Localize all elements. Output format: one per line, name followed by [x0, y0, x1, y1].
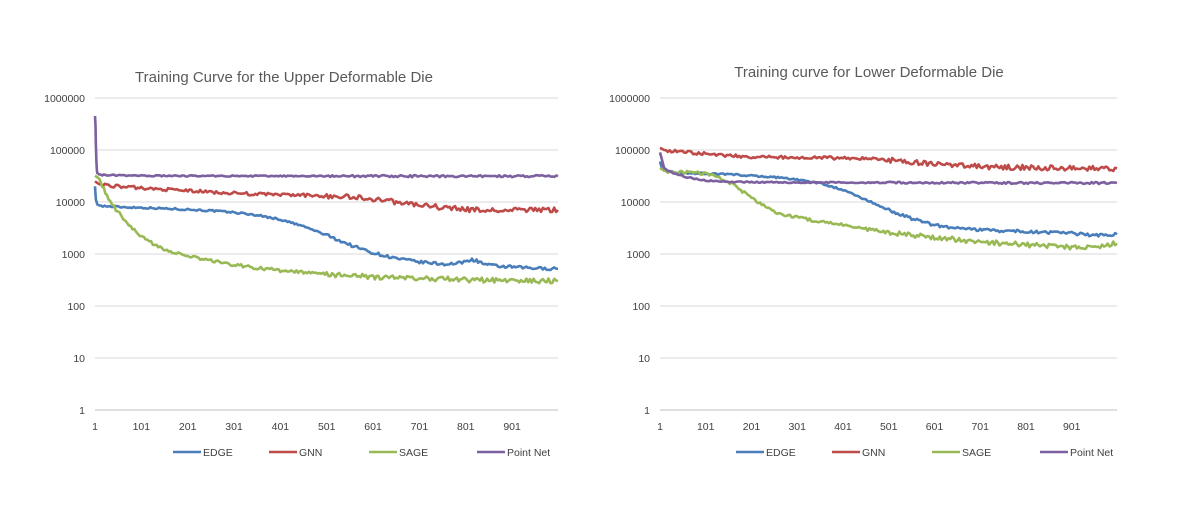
chart2-y-tick-10000: 10000 — [621, 197, 650, 209]
chart1-legend-label-sage: SAGE — [399, 447, 428, 459]
chart1-x-tick-901: 901 — [503, 421, 521, 433]
chart1-x-tick-401: 401 — [272, 421, 290, 433]
chart1-x-tick-301: 301 — [225, 421, 243, 433]
chart2-x-tick-501: 501 — [880, 421, 898, 433]
chart2-x-tick-201: 201 — [743, 421, 761, 433]
chart2-title: Training curve for Lower Deformable Die — [734, 64, 1004, 81]
chart2-legend-label-gnn: GNN — [862, 447, 885, 459]
chart2-legend-label-edge: EDGE — [766, 447, 796, 459]
chart1-x-tick-201: 201 — [179, 421, 197, 433]
chart1-title: Training Curve for the Upper Deformable … — [135, 69, 433, 86]
chart2-series-point-net — [658, 152, 1118, 186]
chart1-y-tick-1000: 1000 — [62, 249, 86, 261]
chart1-y-tick-10: 10 — [73, 353, 85, 365]
chart2-series-sage — [659, 166, 1118, 251]
chart2-y-tick-1000: 1000 — [627, 249, 651, 261]
chart1-legend-label-point-net: Point Net — [507, 447, 550, 459]
chart2-x-tick-101: 101 — [697, 421, 715, 433]
chart1-y-tick-100: 100 — [67, 301, 85, 313]
chart1-x-tick-601: 601 — [364, 421, 382, 433]
chart2-x-tick-301: 301 — [788, 421, 806, 433]
chart-lower-die: Training curve for Lower Deformable Die 1… — [591, 0, 1182, 513]
chart2-x-tick-401: 401 — [834, 421, 852, 433]
chart2-x-tick-601: 601 — [926, 421, 944, 433]
chart-upper-die: Training Curve for the Upper Deformable … — [44, 69, 559, 459]
chart1-x-tick-1: 1 — [92, 421, 98, 433]
chart2-legend-label-sage: SAGE — [962, 447, 991, 459]
chart1-legend-label-gnn: GNN — [299, 447, 322, 459]
chart1-x-tick-801: 801 — [457, 421, 475, 433]
chart1-series-edge — [93, 186, 559, 272]
chart1-x-tick-701: 701 — [411, 421, 429, 433]
chart2-x-tick-801: 801 — [1017, 421, 1035, 433]
chart1-y-tick-1: 1 — [79, 405, 85, 417]
chart1-series-gnn — [94, 180, 559, 214]
chart2-y-tick-10: 10 — [638, 353, 650, 365]
chart1-y-tick-10000: 10000 — [56, 197, 85, 209]
chart1-series-point-net — [93, 115, 559, 179]
chart2-legend-label-point-net: Point Net — [1070, 447, 1113, 459]
chart2-y-tick-100000: 100000 — [615, 145, 650, 157]
chart1-x-tick-501: 501 — [318, 421, 336, 433]
chart1-x-tick-101: 101 — [133, 421, 151, 433]
chart2-x-tick-701: 701 — [971, 421, 989, 433]
chart2-series-edge — [658, 161, 1118, 238]
chart2-y-tick-100: 100 — [632, 301, 650, 313]
chart2-x-tick-901: 901 — [1063, 421, 1081, 433]
chart2-series-gnn — [659, 146, 1118, 173]
chart2-x-tick-1: 1 — [657, 421, 663, 433]
chart1-legend-label-edge: EDGE — [203, 447, 233, 459]
chart2-y-tick-1000000: 1000000 — [609, 93, 650, 105]
chart-upper-die-svg: Training Curve for the Upper Deformable … — [44, 69, 559, 459]
chart1-y-tick-1000000: 1000000 — [44, 93, 85, 105]
chart-lower-die-svg: Training curve for Lower Deformable Die 1… — [609, 64, 1118, 459]
chart1-series-sage — [94, 174, 559, 285]
chart1-y-tick-100000: 100000 — [50, 145, 85, 157]
chart2-y-tick-1: 1 — [644, 405, 650, 417]
